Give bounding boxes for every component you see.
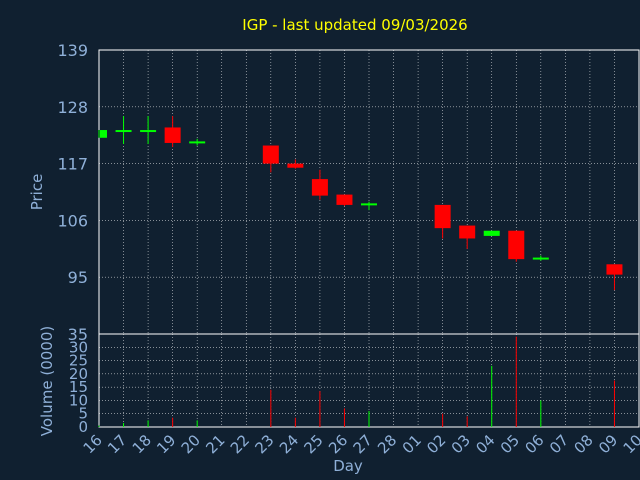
x-axis-label: Day: [333, 457, 363, 475]
volume-tick-label: 25: [69, 352, 88, 370]
chart-title: IGP - last updated 09/03/2026: [242, 16, 467, 34]
candle-body: [311, 179, 328, 196]
candle: [311, 169, 328, 200]
candle-body: [508, 230, 525, 260]
candle: [483, 230, 500, 236]
x-tick-label: 09: [595, 431, 621, 457]
x-tick-label: 08: [571, 431, 597, 457]
price-tick-label: 128: [57, 98, 88, 117]
x-tick-label: 05: [497, 431, 523, 457]
x-tick-label: 19: [153, 431, 179, 457]
price-tick-label: 95: [68, 268, 88, 287]
candle-body: [115, 130, 132, 133]
candle: [287, 159, 304, 169]
candle: [189, 138, 206, 146]
x-tick-label: 24: [276, 431, 302, 457]
volume-tick-label: 0: [78, 418, 88, 436]
candle: [459, 225, 476, 249]
candle: [361, 201, 377, 211]
x-tick-label: 26: [325, 431, 351, 457]
candle-body: [361, 203, 377, 206]
price-tick-label: 117: [57, 155, 88, 174]
volume-tick-label: 15: [69, 378, 88, 396]
candle-body: [434, 204, 451, 229]
volume-grid: [99, 334, 639, 427]
candle: [164, 116, 181, 148]
candle: [606, 264, 623, 291]
x-tick-label: 03: [448, 431, 474, 457]
volume-axis-label: Volume (0000): [38, 326, 56, 436]
x-tick-label: 07: [546, 431, 572, 457]
x-tick-label: 01: [399, 431, 425, 457]
candles: [98, 116, 623, 291]
x-tick-label: 17: [104, 431, 130, 457]
volume-tick-label: 10: [69, 391, 88, 409]
candle-body: [483, 230, 500, 236]
x-tick-label: 06: [521, 431, 547, 457]
candle: [140, 116, 157, 144]
candle-body: [336, 194, 353, 205]
x-tick-label: 25: [301, 431, 327, 457]
x-tick-label: 27: [350, 431, 376, 457]
candle-body: [140, 130, 157, 133]
candle-body: [100, 130, 107, 138]
x-tick-label: 23: [251, 431, 277, 457]
x-tick-label: 21: [202, 431, 228, 457]
x-tick-label: 10: [620, 431, 640, 457]
candle-body: [532, 257, 549, 260]
candle-body: [189, 141, 206, 144]
x-tick-label: 02: [423, 431, 449, 457]
price-axis-label: Price: [28, 174, 46, 211]
volume-tick-label: 30: [69, 338, 88, 356]
candle: [508, 230, 525, 262]
candle: [98, 130, 107, 138]
x-tick-label: 28: [374, 431, 400, 457]
candle-body: [287, 163, 304, 168]
price-tick-label: 106: [57, 211, 88, 230]
x-tick-label: 22: [227, 431, 253, 457]
candle: [434, 204, 451, 239]
x-tick-label: 04: [472, 431, 498, 457]
price-y-axis-ticks: 95 106 117 128 139 35: [57, 41, 88, 344]
candle-body: [164, 127, 181, 143]
volume-bars: [98, 336, 615, 427]
candle: [336, 194, 353, 206]
price-grid: [99, 50, 639, 334]
candle: [532, 255, 549, 261]
candle-body: [606, 264, 623, 275]
x-tick-label: 20: [178, 431, 204, 457]
volume-tick-label: 5: [78, 405, 88, 423]
candle: [115, 116, 132, 144]
candle: [262, 145, 279, 173]
candle-body: [459, 225, 476, 239]
volume-tick-label: 35: [68, 325, 88, 344]
candle-body: [262, 145, 279, 164]
volume-tick-label: 20: [69, 365, 88, 383]
price-tick-label: 139: [57, 41, 88, 60]
x-tick-label: 18: [129, 431, 155, 457]
x-axis-ticks: 1617181920212223242526272801020304050607…: [80, 431, 640, 457]
